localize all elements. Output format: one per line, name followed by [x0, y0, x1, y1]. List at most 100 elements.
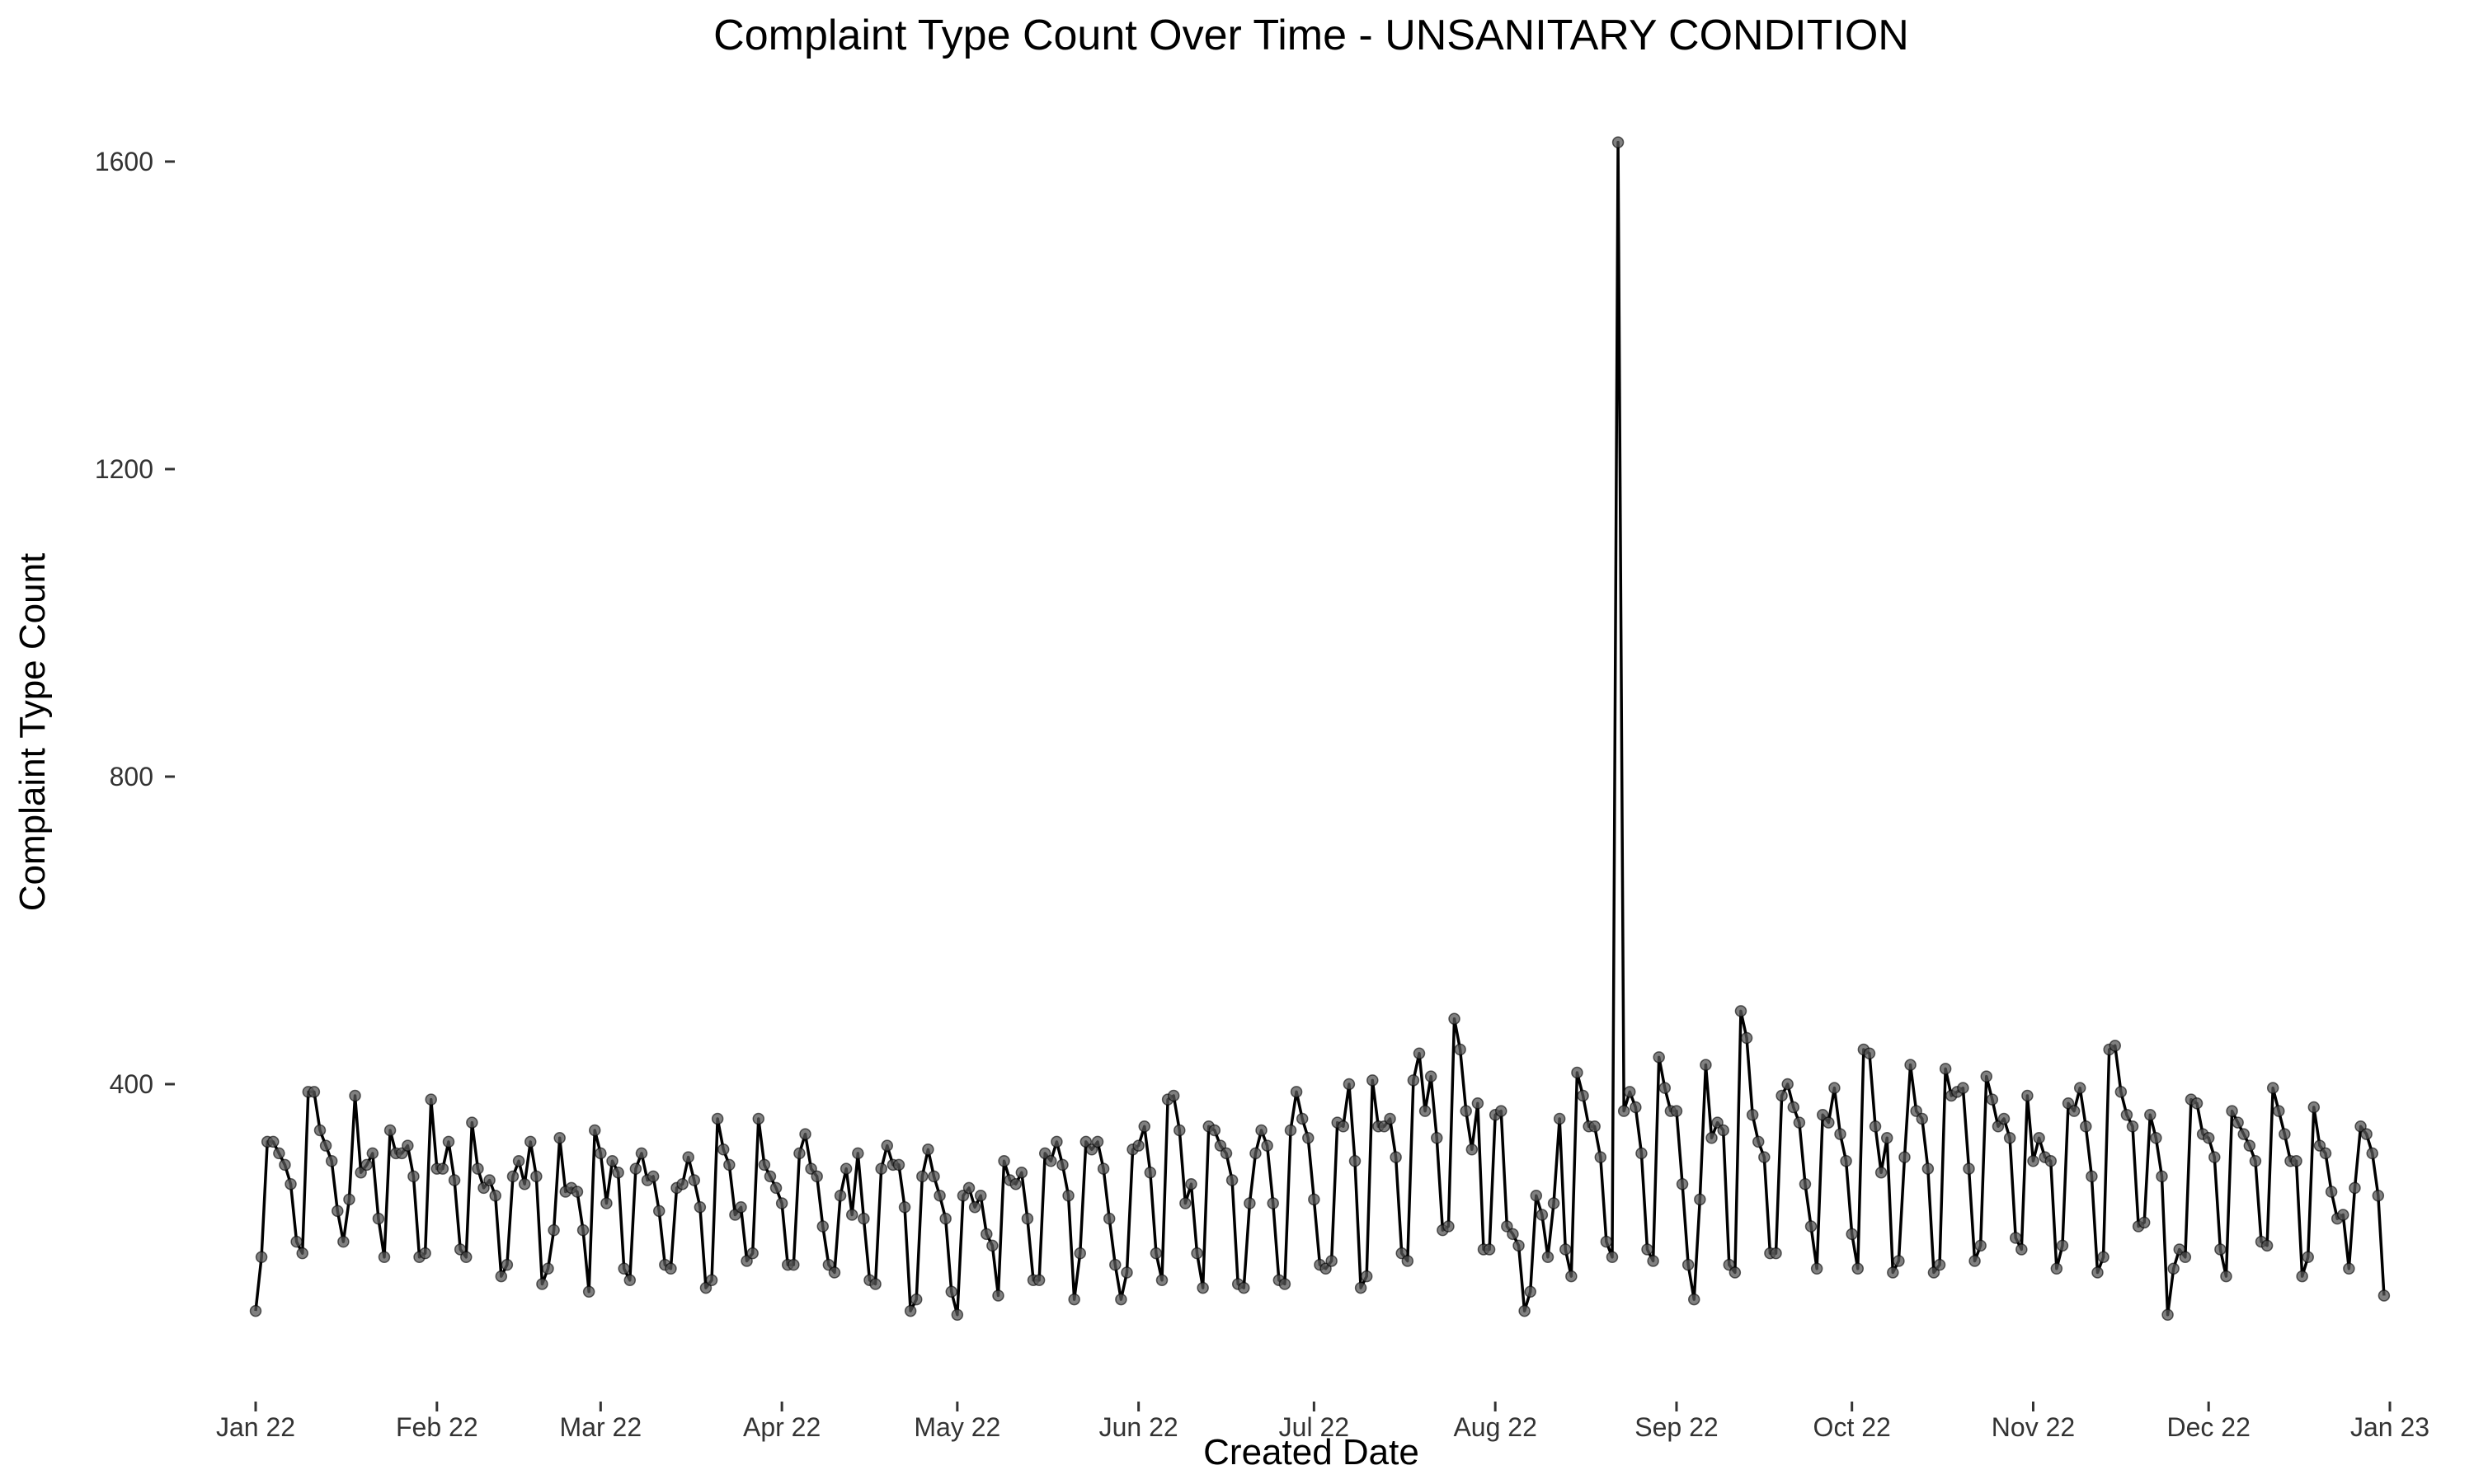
- data-point: [595, 1147, 607, 1160]
- data-point: [1717, 1124, 1729, 1137]
- data-point: [2179, 1251, 2192, 1264]
- data-point: [1267, 1197, 1279, 1209]
- data-point: [1700, 1059, 1712, 1071]
- data-point: [1687, 1293, 1700, 1306]
- data-point: [828, 1266, 841, 1279]
- data-point: [1418, 1105, 1432, 1117]
- data-point: [1384, 1112, 1396, 1125]
- data-point: [1401, 1255, 1414, 1267]
- data-point: [1296, 1112, 1309, 1125]
- data-point: [1851, 1262, 1865, 1275]
- data-point: [1460, 1105, 1472, 1117]
- data-point: [694, 1200, 707, 1214]
- data-point: [279, 1158, 291, 1172]
- data-point: [1600, 1235, 1613, 1248]
- data-point: [629, 1162, 642, 1175]
- data-point: [1863, 1047, 1876, 1059]
- data-point: [2337, 1209, 2349, 1221]
- data-point: [1325, 1255, 1338, 1267]
- data-point: [1097, 1162, 1110, 1175]
- data-point: [1278, 1278, 1291, 1290]
- data-point: [2243, 1139, 2256, 1152]
- data-point: [483, 1174, 496, 1186]
- data-point: [618, 1262, 630, 1275]
- data-point: [1963, 1162, 1975, 1175]
- data-point: [811, 1170, 823, 1183]
- data-point: [1208, 1124, 1221, 1137]
- data-point: [1220, 1147, 1233, 1160]
- data-point: [1308, 1193, 1320, 1206]
- data-point: [951, 1308, 964, 1321]
- data-point: [1495, 1105, 1507, 1117]
- series-points: [249, 136, 2391, 1321]
- data-point: [1787, 1101, 1800, 1114]
- data-point: [1185, 1177, 1197, 1190]
- data-point: [2378, 1289, 2391, 1302]
- data-point: [1681, 1258, 1695, 1271]
- data-point: [665, 1262, 677, 1275]
- data-point: [1553, 1112, 1566, 1125]
- x-tick-label: Aug 22: [1453, 1412, 1536, 1442]
- data-point: [1155, 1274, 1169, 1287]
- data-point: [2349, 1181, 2361, 1195]
- data-point: [2091, 1266, 2104, 1279]
- data-point: [2080, 1120, 2092, 1133]
- data-point: [1512, 1239, 1525, 1252]
- data-point: [1483, 1243, 1496, 1256]
- data-point: [313, 1124, 327, 1137]
- data-point: [1752, 1135, 1765, 1148]
- x-axis: Jan 22 Feb 22 Mar 22 Apr 22 May 22 Jun 22 Jul …: [216, 1402, 2429, 1442]
- data-point: [1121, 1266, 1133, 1279]
- data-point: [319, 1139, 332, 1152]
- data-point: [1630, 1101, 1642, 1114]
- data-point: [2325, 1186, 2338, 1198]
- data-point: [840, 1162, 853, 1175]
- data-point: [1062, 1189, 1075, 1202]
- data-point: [1776, 1089, 1788, 1102]
- data-point: [1974, 1239, 1987, 1252]
- data-point: [536, 1278, 548, 1290]
- data-point: [1507, 1228, 1519, 1241]
- data-point: [495, 1270, 508, 1283]
- data-point: [1617, 1105, 1630, 1117]
- data-point: [1021, 1212, 1034, 1225]
- data-point: [308, 1086, 321, 1098]
- y-axis: 400 800 1200 1600: [95, 147, 175, 1099]
- data-point: [2056, 1239, 2069, 1252]
- data-point: [945, 1285, 958, 1298]
- data-point: [1167, 1089, 1180, 1102]
- data-point: [981, 1228, 993, 1241]
- data-point: [1653, 1051, 1665, 1064]
- data-point: [2220, 1270, 2232, 1283]
- x-tick-label: Jan 23: [2350, 1412, 2429, 1442]
- data-point: [1840, 1155, 1852, 1167]
- data-point: [1524, 1285, 1536, 1298]
- data-point: [1658, 1082, 1672, 1094]
- chart-title: Complaint Type Count Over Time - UNSANIT…: [713, 12, 1909, 59]
- data-point: [501, 1258, 514, 1271]
- data-point: [1454, 1043, 1466, 1056]
- data-point: [1799, 1177, 1812, 1190]
- data-point: [1898, 1151, 1911, 1163]
- data-point: [2114, 1086, 2128, 1098]
- data-point: [1933, 1258, 1946, 1271]
- data-point: [875, 1162, 887, 1175]
- data-point: [600, 1197, 613, 1209]
- data-point: [1407, 1074, 1420, 1087]
- data-point: [267, 1135, 280, 1148]
- data-point: [349, 1089, 361, 1102]
- data-point: [1518, 1304, 1531, 1317]
- data-point: [1740, 1031, 1753, 1045]
- data-point: [2226, 1105, 2238, 1117]
- data-point: [834, 1189, 847, 1202]
- data-point: [512, 1155, 525, 1167]
- data-point: [1705, 1132, 1718, 1144]
- data-point: [928, 1170, 940, 1183]
- data-point: [2003, 1132, 2016, 1144]
- data-point: [1249, 1147, 1262, 1160]
- data-point: [898, 1200, 911, 1214]
- data-point: [1074, 1247, 1086, 1260]
- data-point: [1986, 1093, 1999, 1106]
- data-point: [576, 1223, 590, 1237]
- data-point: [1904, 1059, 1917, 1071]
